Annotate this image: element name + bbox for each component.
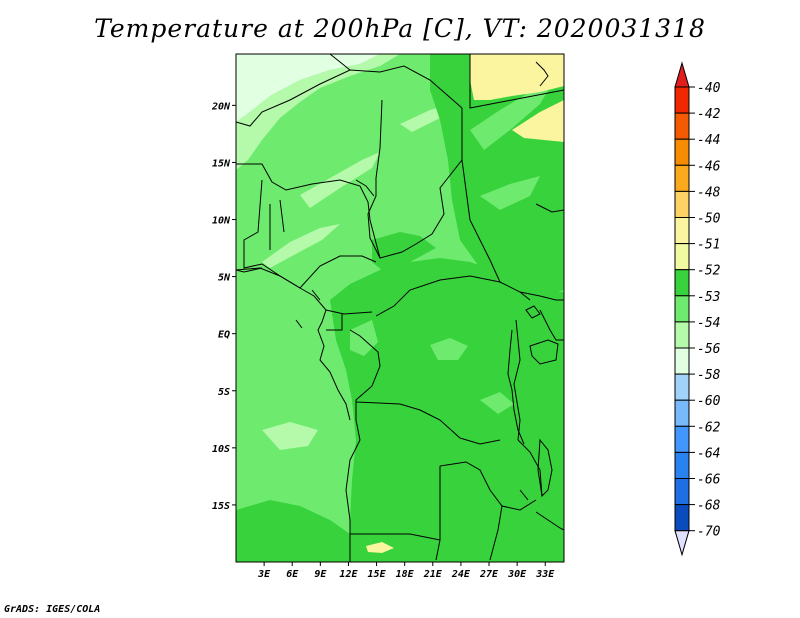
field-mid-patch-north-east <box>470 84 552 150</box>
colorbar-swatch <box>674 112 690 140</box>
colorbar-swatch <box>674 217 690 245</box>
longitude-axis: 3E 6E 9E 12E 15E 18E 21E 24E 27E 30E 33E <box>257 562 555 580</box>
colorbar-label: -48 <box>697 185 721 200</box>
colorbar-swatch <box>674 425 690 453</box>
colorbar-swatch <box>674 243 690 271</box>
lon-tick-label: 33E <box>535 569 555 580</box>
coastline-and-lakes <box>236 61 559 501</box>
country-borders <box>236 54 564 562</box>
field-mid-patch-central-2 <box>350 320 378 356</box>
field-light-band-north-west <box>236 54 400 170</box>
lon-tick-label: 18E <box>396 569 415 580</box>
field-warm-patch-east <box>512 100 564 142</box>
colorbar-swatch <box>674 373 690 401</box>
colorbar-label: -40 <box>697 81 721 96</box>
latitude-axis: 20N 15N 10N 5N EQ 5S 10S 15S <box>211 101 236 512</box>
field-dark-north-east <box>430 54 564 296</box>
colorbar-label: -68 <box>697 499 721 514</box>
colorbar-label: -50 <box>697 212 721 227</box>
lat-tick-label: 20N <box>211 101 231 112</box>
colorbar-label: -46 <box>697 159 721 174</box>
lon-tick-label: 6E <box>286 569 299 580</box>
lon-tick-label: 30E <box>507 569 527 580</box>
temperature-field <box>236 54 564 562</box>
lon-tick-label: 24E <box>451 569 471 580</box>
field-pale-north-west <box>236 54 380 122</box>
field-mid-patch-central-3 <box>480 392 514 414</box>
colorbar-swatch <box>674 164 690 192</box>
colorbar-label: -64 <box>697 446 720 461</box>
field-dark-patch-south-east <box>500 496 564 562</box>
map-title: Temperature at 200hPa [C], VT: 202003131… <box>94 14 706 43</box>
lat-tick-label: 15S <box>212 501 230 512</box>
field-light-streak-2 <box>262 224 340 268</box>
colorbar-label: -42 <box>697 107 721 122</box>
field-dark-central <box>330 258 564 562</box>
lat-tick-label: 10N <box>212 216 231 227</box>
lon-tick-label: 9E <box>314 569 327 580</box>
lon-tick-label: 12E <box>339 569 358 580</box>
map-frame <box>235 53 565 563</box>
colorbar-label: -60 <box>697 394 721 409</box>
lon-tick-label: 21E <box>423 569 443 580</box>
colorbar-label: -53 <box>697 290 720 305</box>
field-mid-patch-east <box>480 176 540 210</box>
colorbar-label: -51 <box>697 238 720 253</box>
colorbar-swatch <box>674 451 690 479</box>
colorbar-swatch <box>674 347 690 375</box>
colorbar-swatch <box>674 321 690 349</box>
colorbar-swatch <box>674 478 690 506</box>
colorbar-label: -54 <box>697 316 720 331</box>
colorbar: -40 -42 -44 -46 -48 -50 -51 -52 -53 -54 -56 -58 -60 -… <box>674 61 721 557</box>
lon-tick-label: 3E <box>257 569 271 580</box>
colorbar-label: -56 <box>697 342 721 357</box>
colorbar-swatch <box>674 138 690 166</box>
colorbar-label: -44 <box>697 133 720 148</box>
colorbar-swatch <box>674 190 690 218</box>
lon-tick-label: 27E <box>479 569 499 580</box>
lat-tick-label: 5N <box>218 273 231 284</box>
colorbar-swatch <box>674 504 690 532</box>
field-warm-patch-north-east <box>470 54 564 100</box>
lat-tick-label: EQ <box>218 330 230 341</box>
colorbar-swatch <box>674 86 690 114</box>
colorbar-label: -52 <box>697 264 721 279</box>
field-warm-patch-south <box>366 542 394 553</box>
colorbar-label: -70 <box>697 525 721 540</box>
colorbar-bottom-arrow <box>674 530 690 557</box>
colorbar-swatch <box>674 269 690 297</box>
colorbar-top-arrow <box>674 61 690 88</box>
lat-tick-label: 5S <box>218 387 230 398</box>
colorbar-label: -62 <box>697 420 721 435</box>
colorbar-label: -58 <box>697 368 721 383</box>
credit-label: GrADS: IGES/COLA <box>4 604 101 615</box>
lon-tick-label: 15E <box>368 569 387 580</box>
lat-tick-label: 15N <box>212 158 231 169</box>
field-dark-south-west <box>236 500 350 562</box>
lat-tick-label: 10S <box>212 444 230 455</box>
colorbar-swatch <box>674 295 690 323</box>
colorbar-swatch <box>674 399 690 427</box>
field-mid-patch-central-1 <box>430 338 468 360</box>
colorbar-label: -66 <box>697 473 721 488</box>
field-lighter-ocean-south-west <box>262 422 318 450</box>
